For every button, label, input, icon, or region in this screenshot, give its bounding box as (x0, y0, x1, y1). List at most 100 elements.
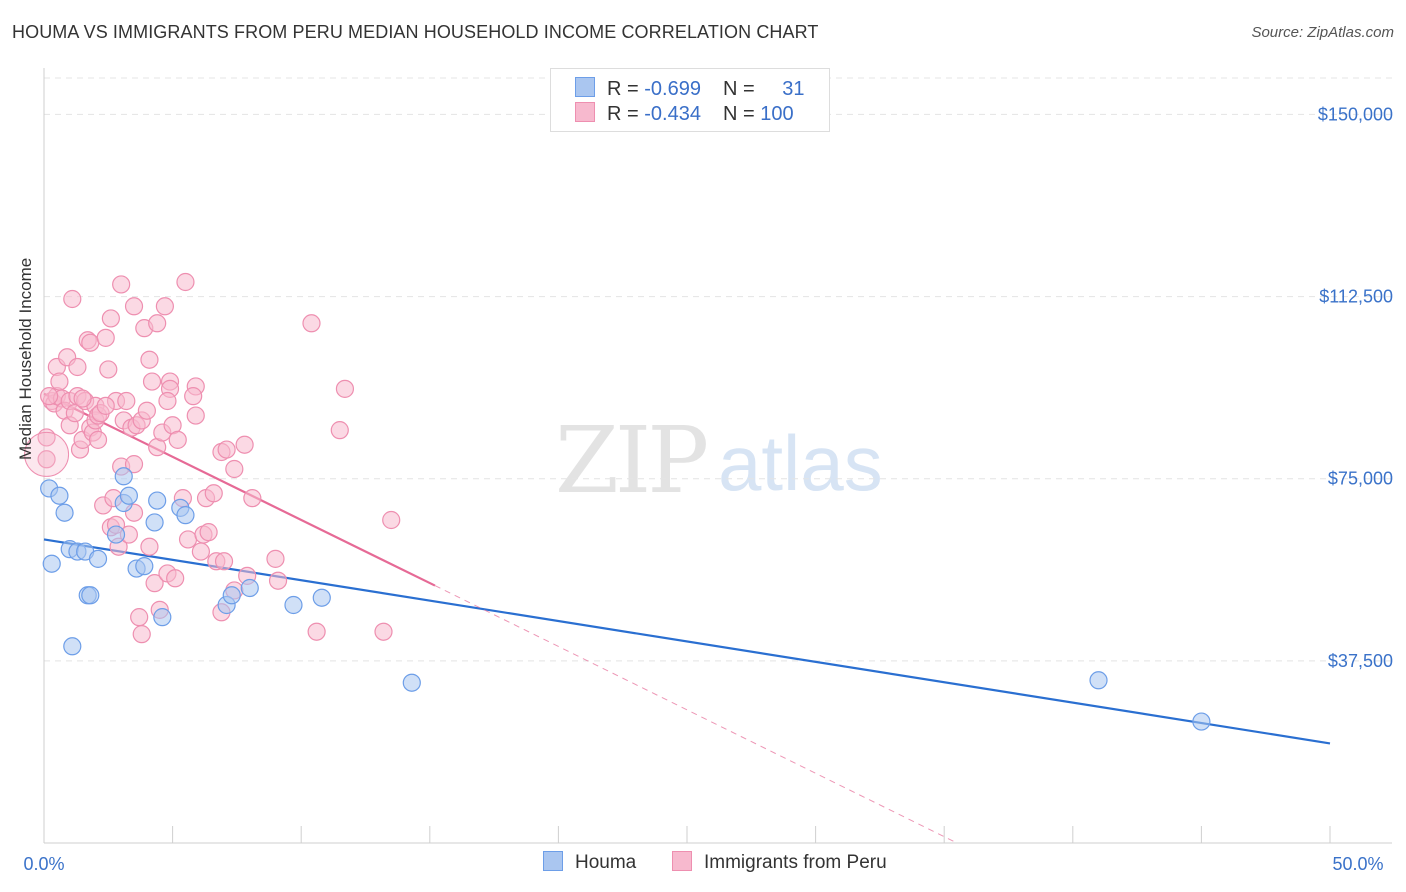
watermark-atlas: atlas (718, 419, 883, 507)
peru-point (214, 552, 234, 571)
houma-point (106, 525, 126, 544)
y-tick-label: $112,500 (1319, 287, 1393, 307)
legend-row-houma: R = -0.699 N = 31 (575, 77, 804, 101)
peru-point (112, 275, 131, 294)
y-tick-label: $37,500 (1328, 651, 1393, 671)
houma-point (42, 554, 61, 573)
peru-point (302, 314, 321, 333)
peru-swatch (575, 102, 595, 122)
peru-trend-line (43, 392, 436, 587)
stats-legend: R = -0.699 N = 31 R = -0.434 N = 100 (550, 68, 830, 132)
peru-point (199, 523, 218, 542)
peru-point (101, 309, 120, 328)
watermark: ZIP atlas (555, 407, 883, 514)
houma-trend-line (43, 538, 1331, 745)
x-tick-labels: 0.0% 50.0% (23, 854, 1383, 874)
houma-point (119, 486, 138, 505)
houma-point (153, 608, 172, 627)
peru-point (99, 360, 118, 379)
peru-point (88, 430, 108, 449)
chart-title: HOUMA VS IMMIGRANTS FROM PERU MEDIAN HOU… (12, 22, 819, 42)
peru-point (63, 289, 82, 309)
houma-point (63, 637, 82, 656)
peru-point (117, 391, 136, 411)
peru-point (266, 549, 285, 568)
peru-point (204, 484, 223, 503)
peru-point (217, 440, 236, 459)
peru-point (68, 357, 87, 377)
n-label: N = (722, 78, 761, 100)
peru-point (225, 459, 244, 479)
legend-row-peru: R = -0.434 N = 100 (575, 102, 794, 126)
peru-point (124, 297, 144, 316)
houma-point (402, 673, 421, 692)
legend-label-peru: Immigrants from Peru (704, 852, 887, 873)
houma-point (1089, 671, 1108, 690)
peru-point (142, 372, 162, 391)
peru-point (155, 297, 174, 316)
n-value-peru: 100 (760, 103, 794, 125)
peru-point (137, 401, 156, 420)
n-label: N = (722, 103, 761, 125)
legend-item-houma: Houma (543, 851, 636, 874)
houma-point (145, 513, 164, 532)
peru-point (268, 571, 288, 590)
houma-point (222, 586, 241, 605)
peru-point (40, 387, 59, 406)
x-tick-label: 0.0% (23, 854, 64, 874)
x-tick-label: 50.0% (1332, 854, 1383, 874)
peru-point (176, 272, 195, 292)
watermark-zip: ZIP (555, 407, 706, 514)
peru-point (124, 455, 144, 474)
peru-point (148, 314, 167, 333)
peru-point (132, 625, 151, 644)
peru-point (382, 510, 401, 530)
peru-point (81, 333, 100, 352)
peru-legend-swatch (672, 851, 692, 871)
peru-point (50, 372, 69, 391)
houma-point (55, 503, 74, 522)
trend-lines (43, 392, 1331, 844)
y-tick-labels: $37,500 $75,000 $112,500 $150,000 (1318, 104, 1393, 670)
houma-point (81, 586, 100, 605)
data-points (24, 272, 1211, 731)
houma-point (50, 486, 69, 505)
peru-point (140, 350, 159, 369)
peru-point (307, 622, 326, 641)
houma-point (176, 506, 195, 525)
n-value-houma: 31 (782, 78, 805, 100)
peru-point (96, 396, 115, 415)
peru-point (130, 608, 149, 627)
peru-point (73, 389, 92, 408)
houma-point (135, 557, 154, 576)
peru-point (335, 379, 355, 398)
peru-point (24, 431, 70, 477)
r-value-peru: -0.434 (644, 103, 701, 125)
peru-point (166, 569, 185, 588)
peru-trend-extension (434, 585, 958, 844)
r-label: R = (607, 103, 645, 125)
houma-point (114, 467, 133, 486)
peru-point (96, 328, 115, 347)
peru-point (168, 430, 187, 449)
y-tick-label: $150,000 (1318, 104, 1393, 124)
houma-point (312, 588, 331, 607)
peru-point (374, 622, 393, 641)
r-value-houma: -0.699 (644, 78, 701, 100)
peru-point (158, 391, 177, 411)
houma-point (1192, 712, 1211, 731)
houma-swatch (575, 77, 595, 97)
peru-point (184, 387, 203, 406)
legend-label-houma: Houma (575, 852, 637, 873)
peru-point (37, 450, 56, 469)
houma-point (284, 595, 303, 615)
peru-point (140, 537, 159, 556)
legend-item-peru: Immigrants from Peru (672, 851, 887, 874)
source-label: Source: ZipAtlas.com (1251, 24, 1394, 41)
peru-point (235, 435, 254, 454)
peru-point (186, 406, 205, 425)
y-tick-label: $75,000 (1328, 469, 1393, 489)
houma-point (148, 491, 167, 510)
peru-point (145, 574, 164, 593)
